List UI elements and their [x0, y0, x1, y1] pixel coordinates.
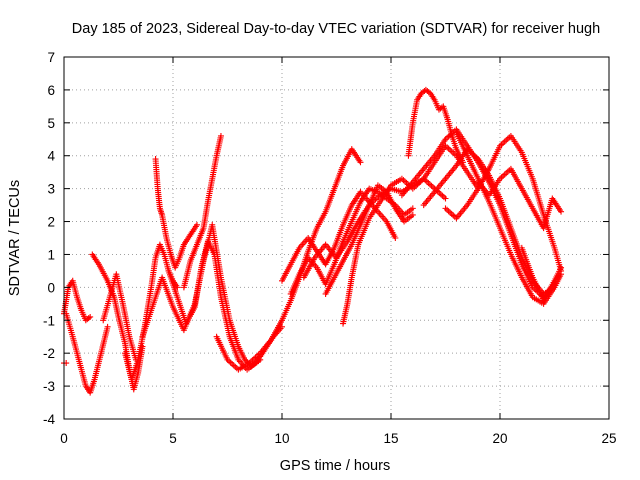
data-point: [241, 356, 248, 363]
data-point: [243, 358, 250, 365]
y-tick-label: 5: [47, 116, 55, 131]
y-tick-label: 2: [47, 215, 55, 230]
series-track-19: [442, 132, 565, 274]
data-point: [193, 221, 200, 228]
y-axis-label: SDTVAR / TECUs: [7, 180, 23, 296]
data-point: [87, 313, 94, 320]
data-point: [357, 159, 364, 166]
plot-frame: [63, 56, 610, 420]
y-tick-label: 6: [47, 83, 55, 98]
x-tick-label: 0: [60, 431, 68, 446]
x-tick-label: 25: [601, 431, 616, 446]
y-tick-label: 1: [47, 247, 55, 262]
data-point: [409, 211, 416, 218]
data-point: [442, 195, 449, 202]
series-track-15: [340, 142, 482, 327]
series-track-9: [165, 238, 285, 373]
data-point: [217, 132, 224, 139]
axis-ticks: 0 5 10 15 20 25 -4 -3 -2 -1 0 1 2 3 4 5 6 7: [43, 50, 617, 446]
x-tick-label: 5: [169, 431, 177, 446]
x-tick-label: 20: [492, 431, 507, 446]
data-point: [104, 323, 111, 330]
y-tick-label: -1: [43, 313, 55, 328]
series-track-8: [139, 221, 264, 370]
data-point: [558, 264, 565, 271]
series-track-1: [61, 277, 94, 324]
x-tick-label: 15: [383, 431, 398, 446]
chart-title: Day 185 of 2023, Sidereal Day-to-day VTE…: [72, 21, 600, 37]
series-track-7: [180, 132, 224, 291]
y-tick-label: 4: [47, 149, 55, 164]
series-track-22: [518, 244, 565, 304]
series-track-23: [61, 360, 70, 367]
y-tick-label: 3: [47, 182, 55, 197]
x-tick-label: 10: [274, 431, 289, 446]
series-track-2: [63, 310, 111, 396]
y-tick-label: -2: [43, 346, 55, 361]
series-track-21: [475, 165, 565, 232]
series-track-4: [100, 271, 139, 363]
data-point: [409, 205, 416, 212]
y-tick-label: 0: [47, 280, 55, 295]
series-track-20: [453, 129, 565, 307]
x-axis-label: GPS time / hours: [280, 458, 390, 474]
data-marks: [61, 86, 565, 396]
data-point: [558, 208, 565, 215]
data-point: [392, 235, 399, 241]
series-track-10: [213, 146, 364, 373]
y-tick-label: -4: [43, 412, 55, 427]
series-track-6: [152, 156, 200, 271]
y-tick-label: 7: [47, 50, 55, 65]
y-tick-label: -3: [43, 379, 55, 394]
